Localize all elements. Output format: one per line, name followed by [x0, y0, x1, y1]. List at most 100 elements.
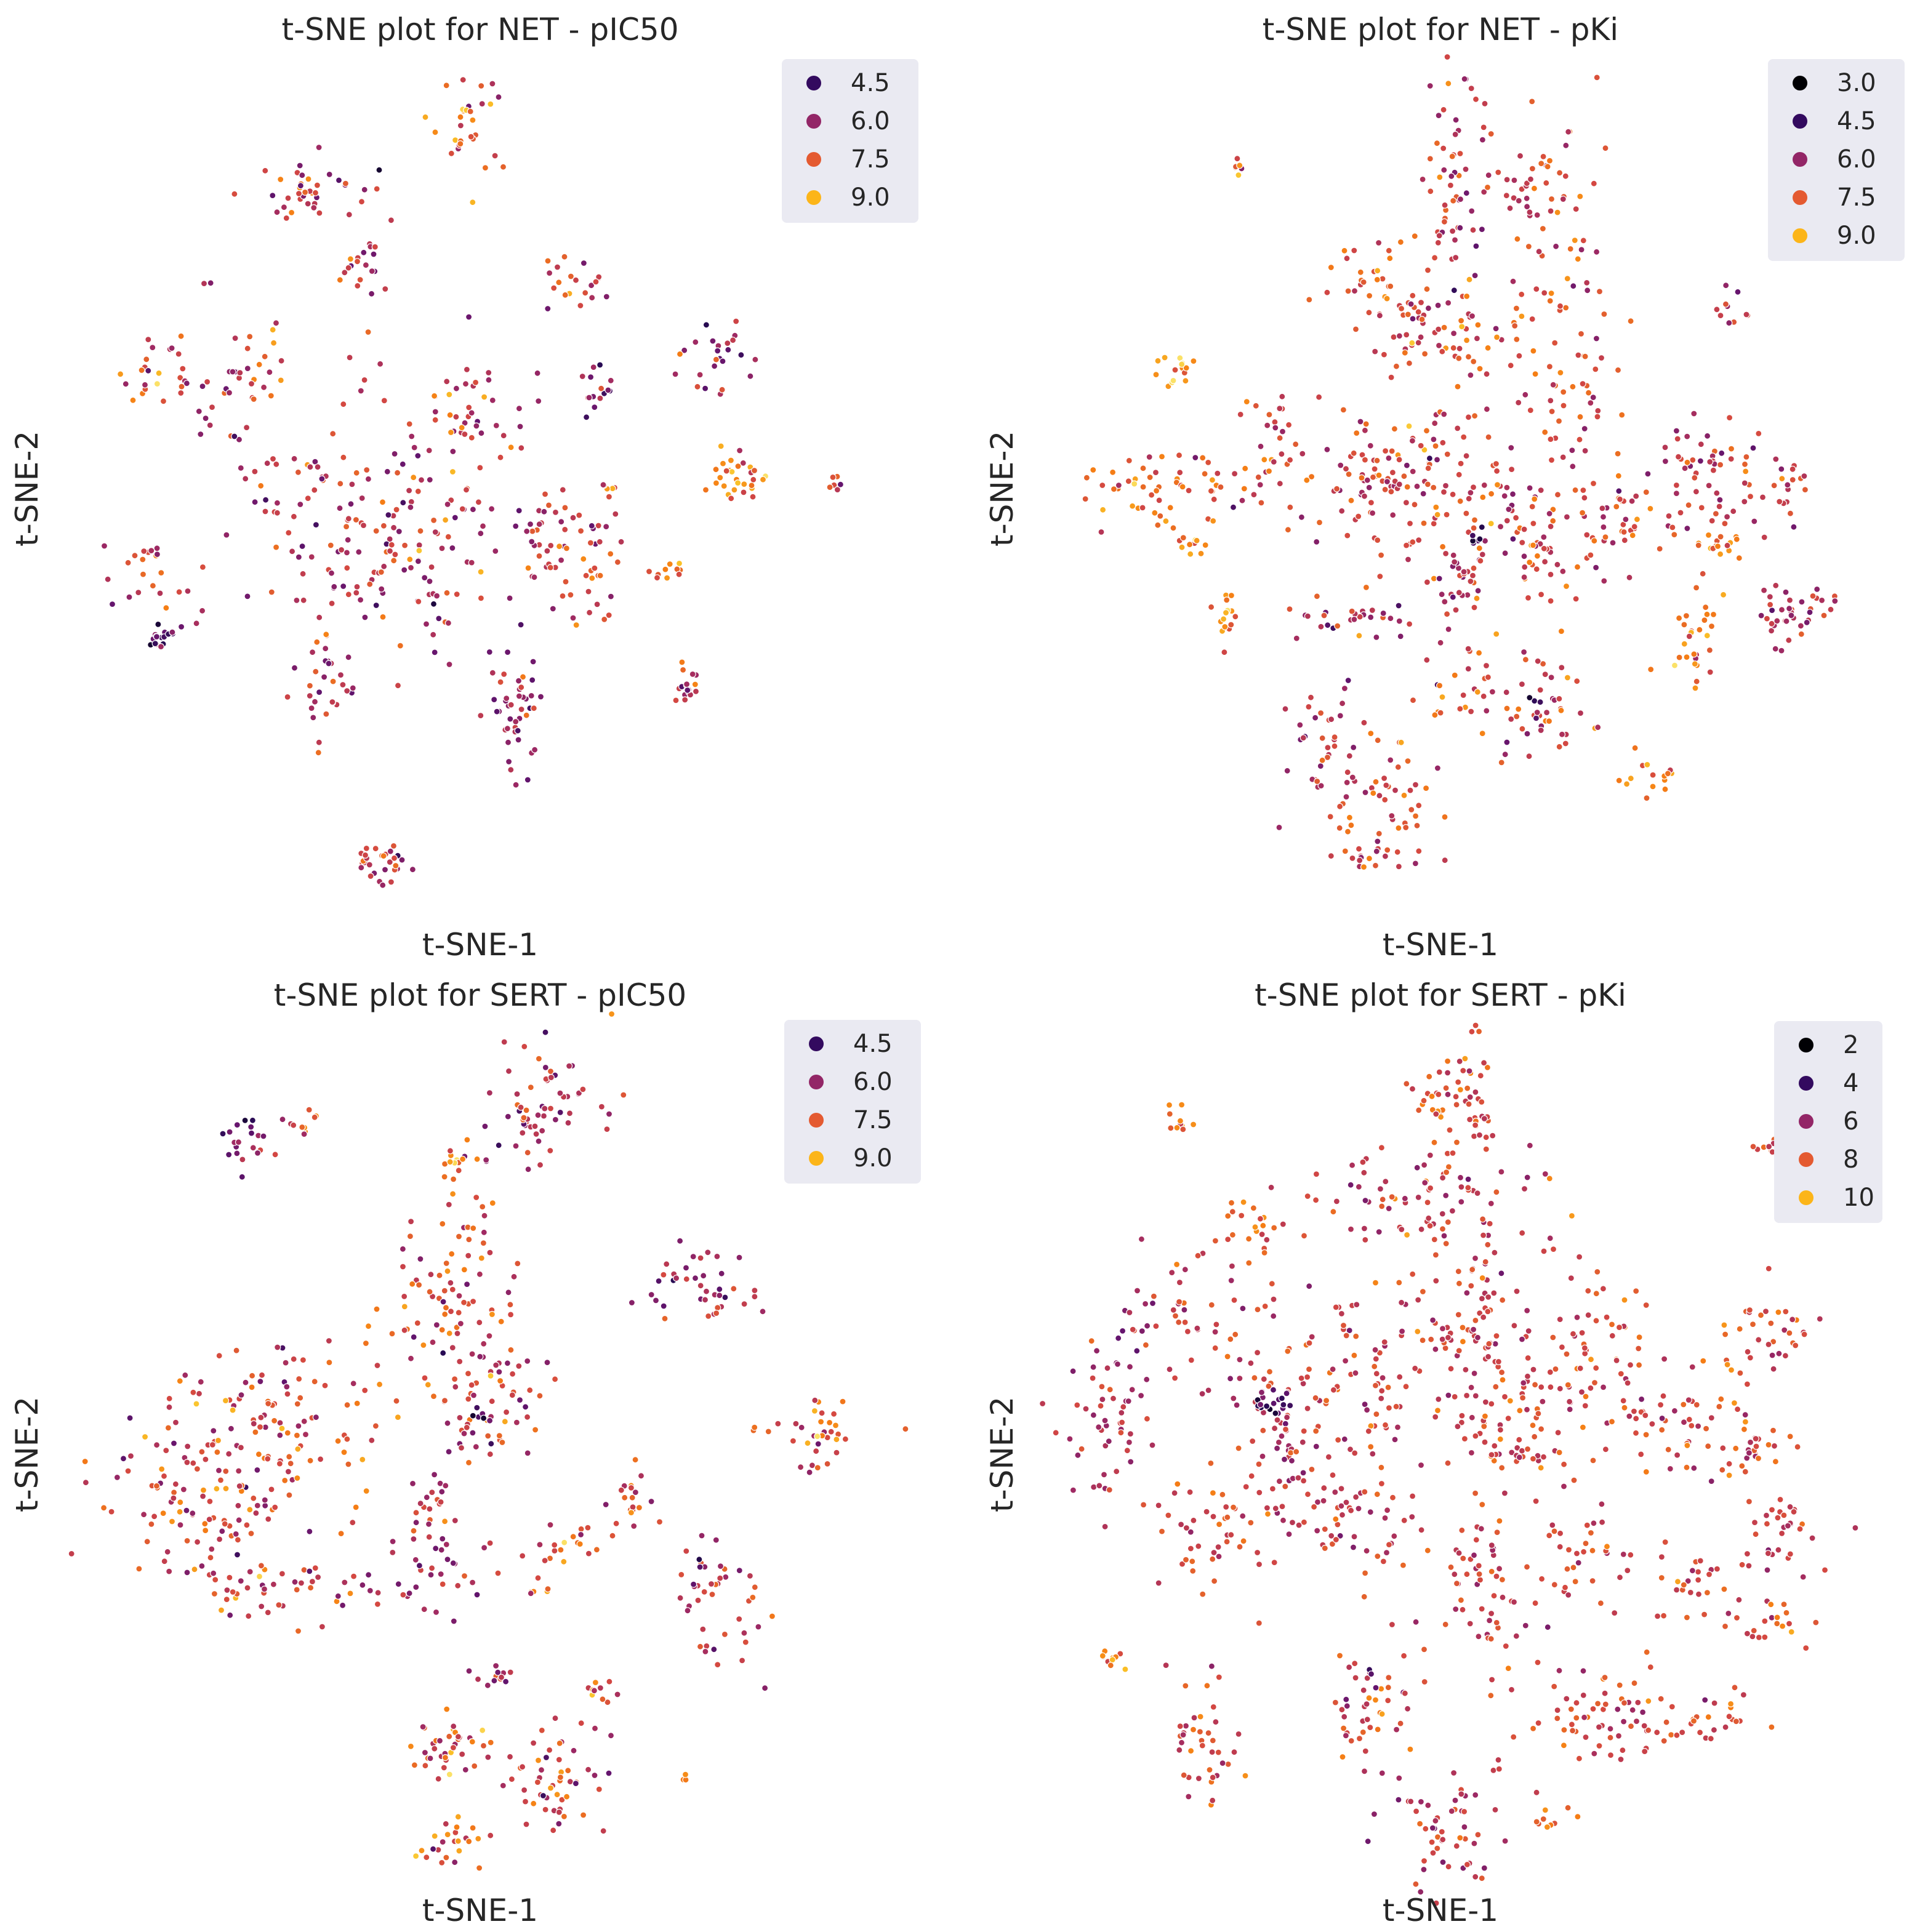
scatter-point: [394, 1413, 402, 1421]
scatter-point: [1765, 1265, 1772, 1272]
scatter-point: [1752, 1531, 1759, 1538]
scatter-point: [368, 267, 376, 275]
scatter-point: [1452, 1797, 1459, 1804]
scatter-point: [465, 1838, 473, 1845]
scatter-point: [1681, 465, 1689, 472]
scatter-point: [199, 607, 206, 614]
scatter-point: [488, 1310, 496, 1318]
scatter-point: [1692, 684, 1699, 692]
scatter-point: [214, 1448, 221, 1456]
scatter-point: [446, 1733, 453, 1740]
panel-net-pic50: t-SNE plot for NET - pIC50 t-SNE-1 t-SNE…: [0, 0, 960, 966]
scatter-point: [1450, 344, 1457, 351]
scatter-point: [1360, 1225, 1368, 1232]
scatter-point: [1464, 665, 1472, 673]
scatter-point: [1593, 248, 1601, 255]
scatter-point: [409, 866, 417, 873]
scatter-point: [1299, 734, 1307, 742]
scatter-point: [1512, 305, 1520, 312]
scatter-point: [1125, 478, 1132, 485]
scatter-point: [1735, 555, 1743, 562]
scatter-point: [1812, 1619, 1820, 1626]
scatter-point: [427, 1571, 435, 1579]
scatter-point: [1415, 308, 1422, 316]
scatter-point: [409, 1280, 416, 1288]
scatter-point: [294, 1445, 302, 1453]
scatter-point: [426, 1505, 433, 1513]
scatter-point: [519, 1552, 526, 1560]
scatter-point: [663, 1261, 670, 1268]
scatter-point: [184, 587, 191, 595]
scatter-point: [1416, 1820, 1424, 1827]
scatter-point: [288, 209, 295, 216]
scatter-point: [1456, 1174, 1464, 1181]
scatter-point: [491, 1677, 498, 1685]
scatter-point: [1381, 796, 1389, 804]
scatter-point: [515, 736, 522, 744]
scatter-point: [1069, 1368, 1077, 1375]
scatter-point: [1620, 1699, 1628, 1707]
scatter-point: [169, 628, 176, 636]
scatter-point: [1563, 1350, 1570, 1358]
scatter-point: [569, 514, 577, 521]
scatter-point: [572, 621, 580, 629]
scatter-point: [258, 1603, 265, 1610]
scatter-point: [590, 363, 597, 371]
scatter-point: [1725, 414, 1733, 422]
scatter-point: [352, 1504, 359, 1511]
scatter-point: [1155, 497, 1163, 504]
scatter-point: [1173, 1124, 1181, 1131]
scatter-point: [373, 1305, 380, 1313]
scatter-point: [459, 1155, 467, 1163]
scatter-point: [1466, 1116, 1474, 1123]
scatter-point: [1397, 633, 1404, 640]
scatter-point: [1317, 762, 1324, 770]
panel-net-pki: t-SNE plot for NET - pKi t-SNE-1 t-SNE-2…: [960, 0, 1920, 966]
scatter-point: [713, 1253, 721, 1260]
scatter-point: [1649, 783, 1657, 790]
scatter-point: [505, 1067, 513, 1075]
scatter-point: [1577, 1365, 1584, 1372]
scatter-point: [1383, 1507, 1391, 1514]
scatter-point: [473, 1591, 481, 1598]
scatter-point: [1516, 1454, 1523, 1461]
scatter-point: [1199, 1742, 1206, 1749]
scatter-point: [833, 486, 842, 494]
scatter-point: [1743, 453, 1750, 461]
scatter-point: [1356, 1734, 1364, 1742]
scatter-point: [508, 1392, 516, 1399]
scatter-point: [1438, 591, 1445, 598]
legend-label: 4: [1843, 1069, 1859, 1097]
scatter-point: [1300, 1518, 1308, 1526]
scatter-point: [291, 664, 299, 671]
scatter-point: [1665, 512, 1673, 520]
scatter-point: [547, 1784, 555, 1792]
scatter-point: [1182, 1556, 1190, 1563]
scatter-point: [414, 1319, 421, 1327]
scatter-point: [752, 356, 759, 363]
scatter-point: [1227, 621, 1235, 628]
scatter-point: [1288, 1518, 1296, 1526]
scatter-point: [1426, 1152, 1434, 1159]
scatter-point: [1304, 612, 1312, 620]
scatter-point: [446, 411, 454, 419]
scatter-point: [255, 1451, 262, 1458]
scatter-point: [129, 396, 137, 404]
scatter-point: [1187, 1528, 1194, 1536]
scatter-point: [1275, 1438, 1283, 1446]
scatter-point: [1478, 1098, 1485, 1105]
scatter-point: [564, 1767, 572, 1774]
scatter-point: [257, 482, 265, 489]
scatter-point: [271, 1151, 279, 1158]
scatter-point: [531, 746, 539, 753]
scatter-point: [1445, 1392, 1452, 1399]
scatter-point: [1433, 456, 1441, 463]
scatter-point: [1447, 182, 1455, 189]
scatter-point: [1580, 1714, 1588, 1721]
scatter-point: [1568, 1212, 1576, 1219]
scatter-point: [1381, 1338, 1388, 1346]
scatter-point: [524, 1166, 532, 1173]
scatter-point: [305, 175, 312, 183]
scatter-point: [579, 1086, 587, 1093]
scatter-point: [1341, 1713, 1348, 1720]
